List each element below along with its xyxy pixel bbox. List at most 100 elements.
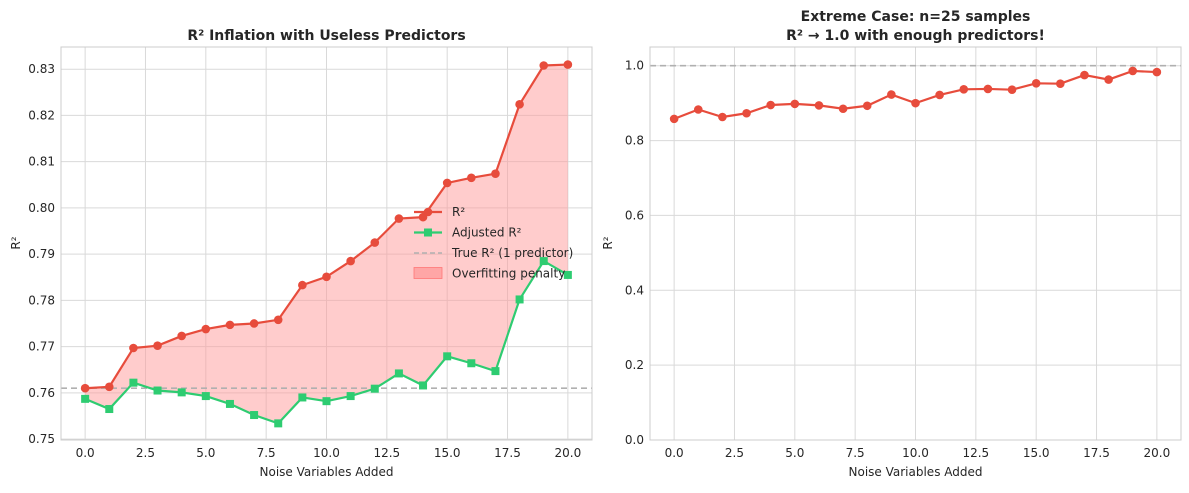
chart-left-x-tick-label: 10.0 [313,446,340,460]
chart-right-x-tick-label: 2.5 [725,446,744,460]
chart-left-series-1-point [225,399,234,408]
chart-right-series-0-point [935,90,944,100]
chart-left-y-tick-label: 0.81 [28,155,55,169]
chart-left-series-0-point [273,315,283,325]
chart-left-series-0-point [491,169,500,178]
chart-left-x-tick-label: 0.0 [76,446,95,460]
chart-left-series-0-point [104,382,114,392]
chart-left-series-0-point [394,214,404,223]
legend-label: Adjusted R² [452,226,522,240]
chart-right-x-tick-label: 20.0 [1144,446,1171,460]
chart-left-y-tick-label: 0.82 [28,108,55,122]
chart-left-series-0-point [201,324,211,334]
chart-left-series-0-point [442,178,452,188]
chart-left-series-0-point [322,272,331,282]
chart-right-series-0-point [1152,67,1162,77]
chart-left-series-0-point [467,173,476,183]
chart-left-series-1-point [129,378,138,387]
chart-left-series-0-point [539,61,549,70]
chart-right-series-0-point [1104,75,1113,84]
chart-left-series-1-point [394,369,403,378]
chart-left-series-0-point [298,280,307,290]
chart-left-x-tick-label: 12.5 [373,446,400,460]
chart-left-series-1-point [177,388,186,397]
chart-right-series-0-point [887,90,896,99]
chart-right-series-0-point [790,99,800,109]
chart-left-series-1-point [81,394,90,403]
chart-right-series-0-point [911,98,920,108]
chart-left-axes-frame [60,46,593,441]
chart-left-series-0-point [563,60,573,69]
chart-left-series-1-point [105,405,114,414]
chart-right-x-tick-label: 15.0 [1023,446,1050,460]
chart-left-series-0-point [515,100,524,109]
chart-left-series-1-point [322,397,331,406]
chart-left-series-1-point [201,392,210,401]
chart-left-x-tick-label: 20.0 [555,446,582,460]
chart-right-ylabel: R² [601,236,615,249]
chart-right-y-tick-label: 0.4 [625,283,644,297]
chart-left-y-tick-label: 0.79 [28,247,55,261]
chart-left-series-1-point [419,381,428,390]
chart-right-series-0-point [983,84,993,94]
chart-left-overfitting-fill [85,64,568,424]
chart-right-x-tick-label: 17.5 [1083,446,1110,460]
legend-label: Overfitting penalty [452,267,565,281]
chart-left-series-1-point [370,384,379,393]
legend-swatch-marker [423,207,433,217]
chart-left-x-tick-label: 5.0 [196,446,215,460]
chart-right-y-tick-label: 1.0 [625,59,644,73]
legend-label: True R² (1 predictor) [451,246,573,260]
chart-right-series-0-point [718,112,727,122]
chart-right-x-tick-label: 0.0 [665,446,684,460]
chart-left-series-1-point [539,257,548,266]
chart-right: Extreme Case: n=25 samples R² → 1.0 with… [601,9,1182,479]
chart-left-x-tick-label: 17.5 [494,446,521,460]
chart-left-series-1-point [250,411,259,420]
chart-right-series-0-point [814,101,824,110]
chart-right-y-tick-label: 0.2 [625,358,644,372]
chart-left-series-1-point [153,386,162,395]
chart-right-y-tick-label: 0.6 [625,208,644,222]
chart-left-y-tick-label: 0.78 [28,293,55,307]
chart-right-series-0-point [1128,66,1138,76]
chart-right-series-0-point [1056,79,1065,88]
chart-right-series-0-point [693,105,703,114]
chart-left-series-1-point [298,393,307,402]
chart-left-series-1-point [515,295,524,304]
chart-left-x-tick-label: 2.5 [136,446,155,460]
chart-left-series-1-point [346,392,355,401]
chart-left-y-tick-label: 0.77 [28,340,55,354]
chart-left-xlabel: Noise Variables Added [260,465,394,479]
chart-left-series-1-point [491,367,500,376]
chart-right-series-0-point [862,101,872,111]
chart-left-title: R² Inflation with Useless Predictors [187,28,465,44]
chart-left-y-tick-label: 0.76 [28,386,55,400]
chart-right-series-0-point [959,84,969,94]
chart-left-series-0-point [225,320,235,330]
chart-right-subtitle: R² → 1.0 with enough predictors! [786,28,1045,44]
chart-right-x-tick-label: 7.5 [846,446,865,460]
legend-swatch-marker [424,228,432,237]
legend-swatch-patch [413,267,443,279]
chart-left-y-tick-label: 0.83 [28,62,55,76]
chart-left-y-tick-label: 0.75 [28,432,55,446]
chart-left-series-0-point [80,383,90,393]
chart-left-series-0-point [346,256,355,266]
chart-right-series-0-point [766,100,775,110]
chart-right-series-0-point [838,104,848,114]
chart-left-series-0-point [249,319,259,328]
chart-right-series-0-point [1080,70,1089,80]
chart-right-x-tick-label: 5.0 [785,446,804,460]
chart-left-ylabel: R² [9,236,23,249]
chart-left-series-1-point [443,352,452,361]
chart-left-series-1-point [563,270,572,279]
chart-right-series-0-point [742,108,751,118]
chart-right-y-tick-label: 0.0 [625,433,644,447]
chart-left-legend: R² Adjusted R² True R² (1 predictor) Overfi… [413,205,573,281]
chart-left-series-1-point [274,419,283,428]
chart-left-series-1-point [467,359,476,368]
chart-right-series-0-point [1031,79,1041,88]
